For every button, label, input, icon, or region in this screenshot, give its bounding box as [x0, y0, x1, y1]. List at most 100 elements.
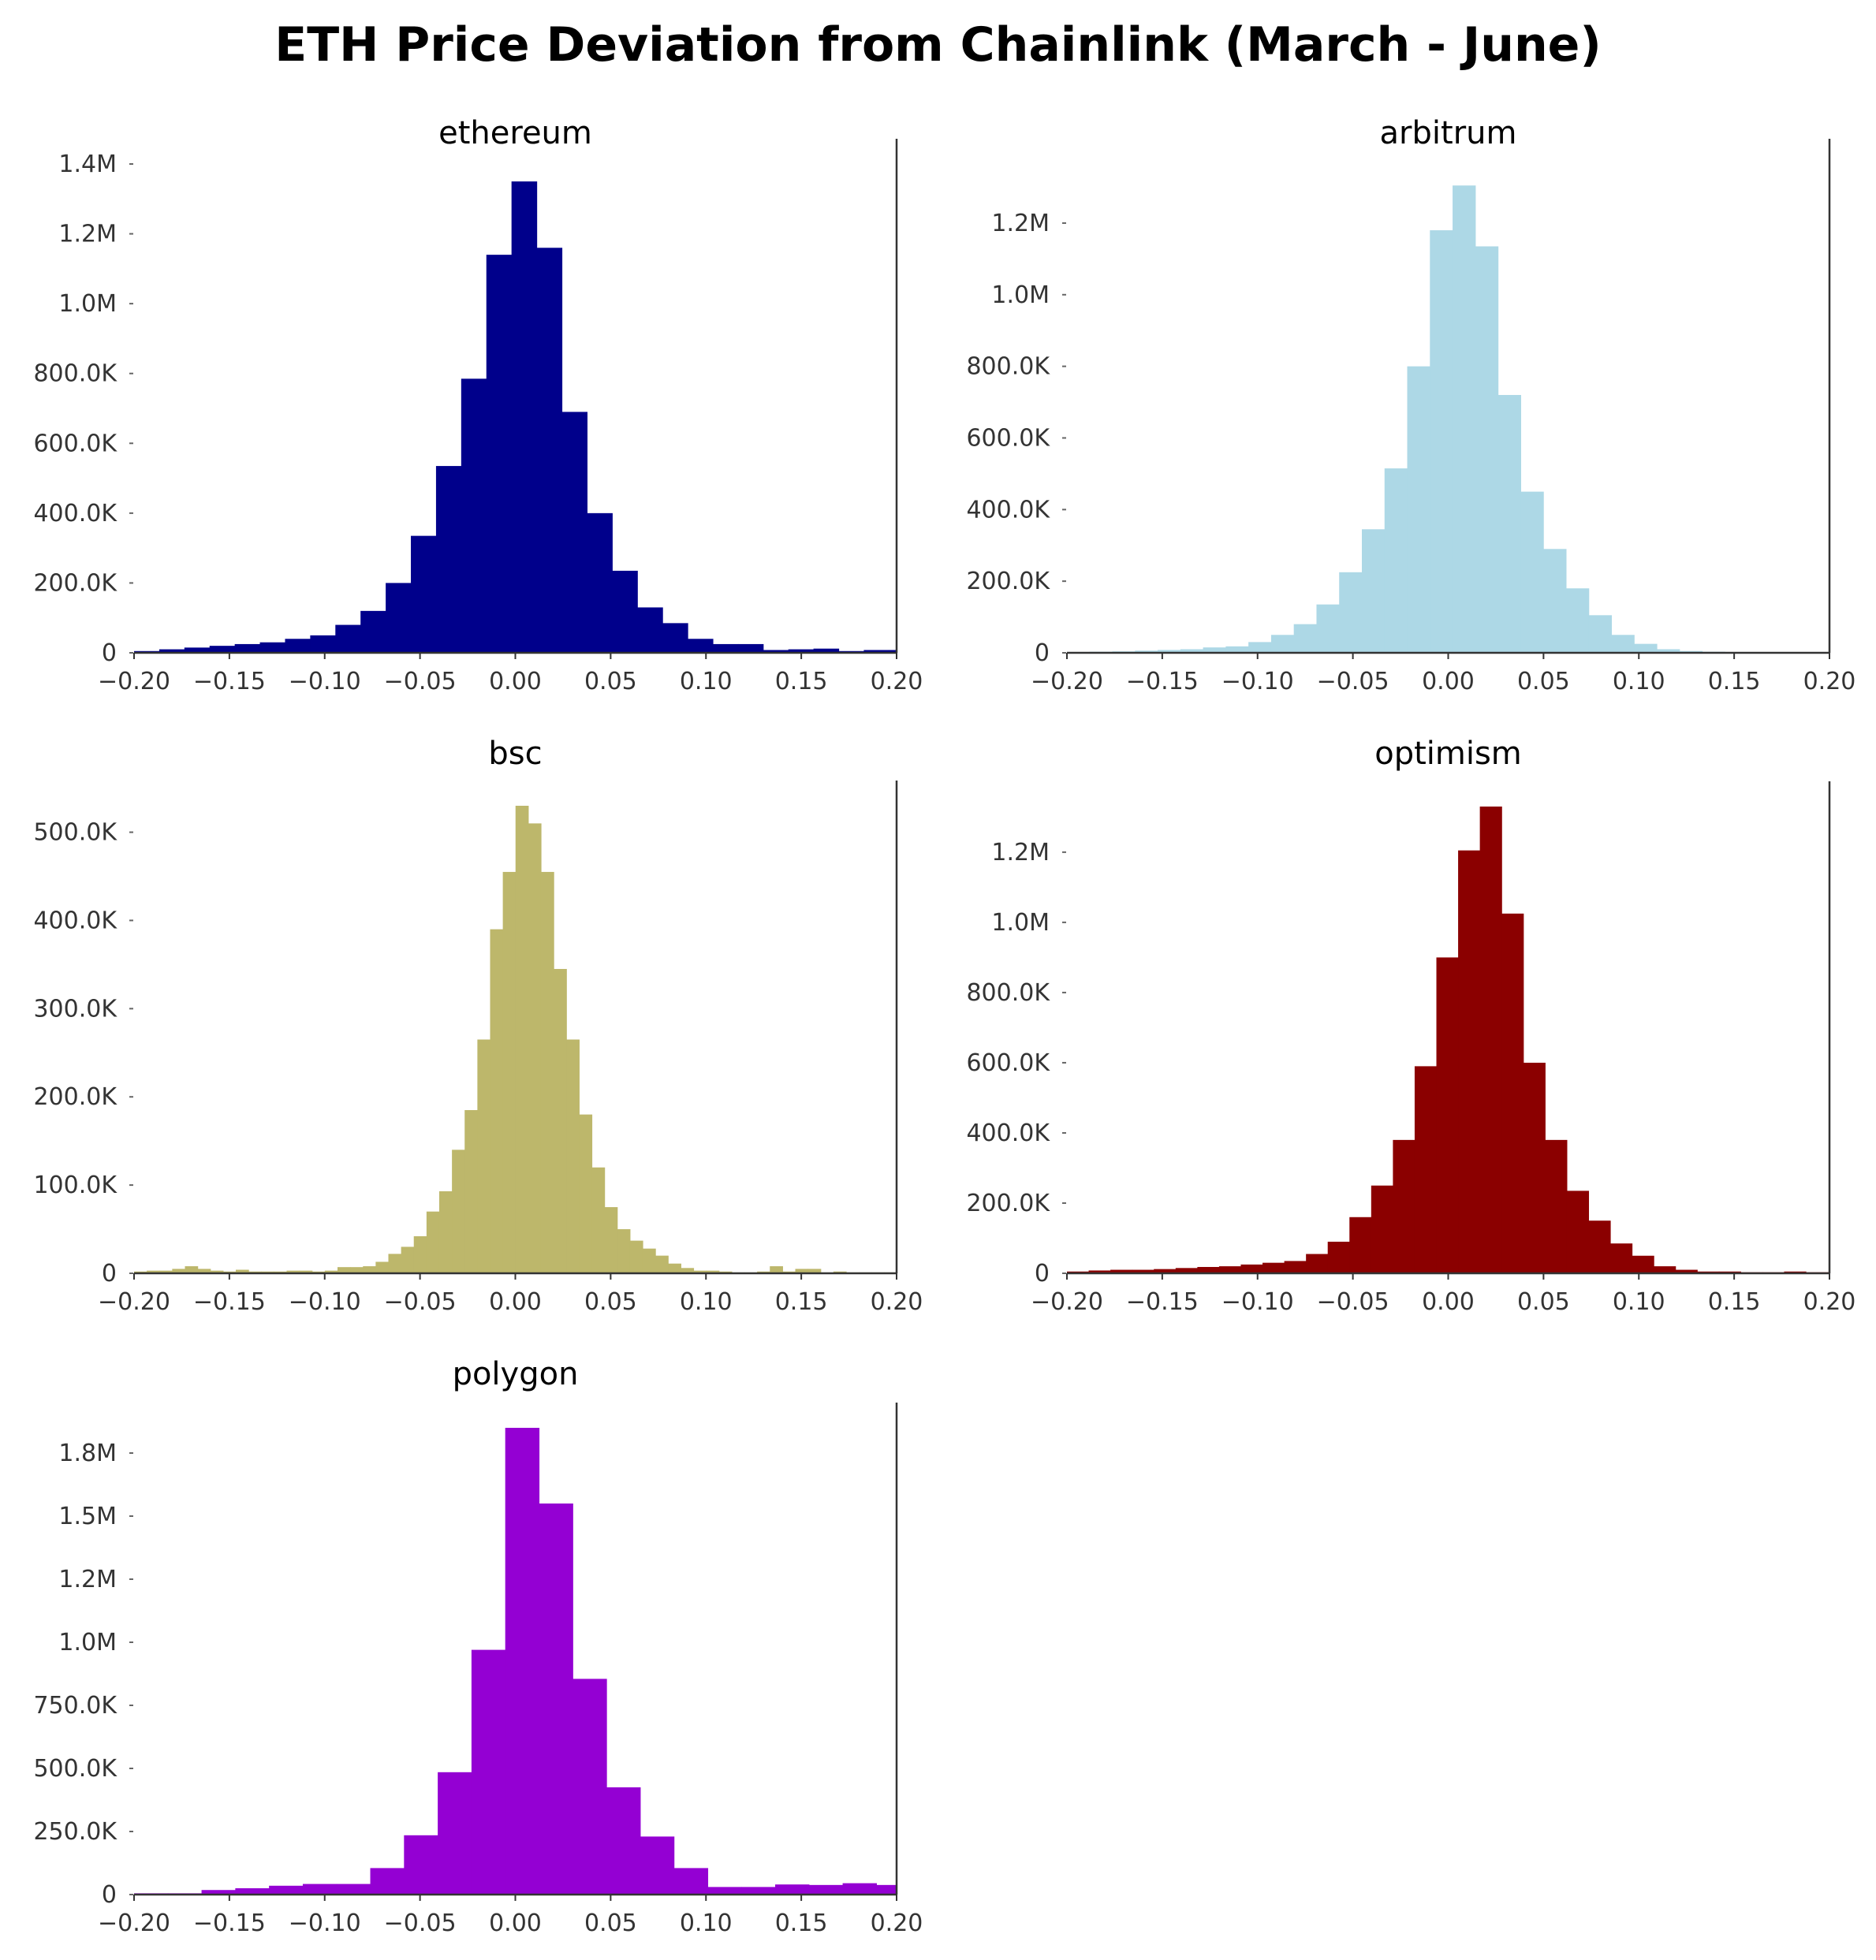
- histogram-bar: [1501, 913, 1524, 1273]
- histogram-bar: [673, 1868, 709, 1895]
- histogram-bar: [1545, 1139, 1568, 1273]
- histogram-bar: [360, 610, 386, 653]
- y-tick-label: 750.0K: [33, 1692, 117, 1720]
- histogram-bar: [763, 650, 789, 653]
- histogram-bar: [1543, 549, 1567, 653]
- histogram-bar: [1361, 529, 1386, 653]
- x-tick-label: −0.05: [384, 668, 457, 695]
- panel-ethereum: −0.20 −0.15 −0.10 −0.05 0.00 0.05 0.10 0.15 0.20…: [33, 115, 923, 695]
- histogram-bar: [197, 1269, 211, 1273]
- histogram-bar: [1248, 642, 1272, 653]
- x-tick-label: 0.00: [489, 1288, 542, 1316]
- y-tick-label: 1.2M: [58, 221, 117, 248]
- histogram-bar: [1132, 1269, 1154, 1273]
- x-tick-label: 0.05: [584, 1910, 637, 1937]
- histogram-bar: [554, 968, 567, 1273]
- histogram-bar: [566, 1039, 580, 1273]
- histogram-bar: [712, 643, 739, 653]
- x-tick-label: 0.15: [775, 1910, 828, 1937]
- y-tick-label: 1.0M: [58, 290, 117, 318]
- x-tick-label: 0.20: [871, 1288, 923, 1316]
- histogram-bar: [370, 1868, 405, 1895]
- histogram-bar: [1293, 624, 1318, 653]
- panel-title: arbitrum: [1380, 115, 1517, 151]
- x-tick-label: 0.10: [680, 1910, 733, 1937]
- histogram-bar: [1158, 650, 1181, 653]
- histogram-bar: [642, 1248, 656, 1273]
- x-tick-label: −0.20: [98, 1910, 170, 1937]
- histogram-bar: [201, 1890, 236, 1895]
- histogram-bar: [210, 1270, 224, 1273]
- histogram-bar: [363, 1266, 376, 1273]
- histogram-bar: [606, 1787, 641, 1895]
- histogram-bar: [876, 1884, 897, 1895]
- histogram-bar: [159, 649, 185, 653]
- histogram-bar: [528, 823, 542, 1273]
- histogram-bar: [1634, 643, 1658, 653]
- panel-arbitrum: −0.20 −0.15 −0.10 −0.05 0.00 0.05 0.10 0.15 0.20…: [966, 115, 1855, 695]
- histogram-bar: [1430, 230, 1453, 653]
- x-tick-label: 0.10: [1613, 668, 1665, 695]
- x-tick-label: −0.05: [1317, 668, 1389, 695]
- histogram-bar: [1414, 1066, 1438, 1273]
- y-tick-label: 600.0K: [966, 1049, 1050, 1077]
- y-tick-label: 400.0K: [966, 496, 1050, 524]
- histogram-bar: [404, 1835, 438, 1895]
- histogram-bar: [438, 1772, 472, 1895]
- histogram-bar: [741, 1887, 776, 1895]
- x-tick-label: 0.00: [489, 1910, 542, 1937]
- y-tick-label: 800.0K: [966, 979, 1050, 1007]
- histogram-bar: [1479, 807, 1502, 1273]
- x-tick-label: −0.15: [193, 668, 266, 695]
- x-tick-label: 0.15: [775, 668, 828, 695]
- panel-title: optimism: [1374, 736, 1522, 772]
- y-tick-label: 1.0M: [991, 909, 1050, 937]
- histogram-bar: [147, 1270, 160, 1273]
- histogram-bar: [1088, 1270, 1111, 1273]
- x-tick-label: −0.15: [1126, 668, 1199, 695]
- histogram-bar: [640, 1836, 675, 1895]
- histogram-bar: [1371, 1185, 1393, 1273]
- histogram-bar: [386, 583, 412, 653]
- histogram-bar: [617, 1229, 631, 1273]
- histogram-bar: [807, 1269, 822, 1273]
- y-tick-label: 0: [102, 639, 117, 667]
- histogram-bar: [1180, 649, 1204, 653]
- histogram-bar: [1458, 850, 1481, 1273]
- histogram-bars: [1067, 185, 1830, 654]
- histogram-bar: [464, 1110, 478, 1273]
- histogram-bars: [134, 1428, 897, 1895]
- histogram-bar: [511, 181, 538, 653]
- histogram-bar: [1609, 1243, 1633, 1273]
- y-tick-label: 600.0K: [33, 430, 117, 457]
- histogram-bar: [688, 639, 714, 653]
- x-tick-label: −0.20: [98, 1288, 170, 1316]
- histogram-bar: [662, 623, 688, 653]
- histogram-bar: [561, 412, 587, 653]
- y-tick-label: 250.0K: [33, 1818, 117, 1846]
- x-tick-label: 0.10: [680, 668, 733, 695]
- histogram-bar: [1240, 1264, 1263, 1273]
- histogram-bar: [655, 1255, 669, 1273]
- histogram-bar: [1339, 572, 1363, 653]
- histogram-bars: [1067, 807, 1830, 1273]
- y-tick-label: 200.0K: [966, 1190, 1050, 1217]
- histogram-bar: [1270, 635, 1295, 653]
- histogram-bar: [706, 1270, 720, 1273]
- histogram-bar: [1197, 1266, 1220, 1273]
- x-tick-label: 0.05: [1517, 1288, 1570, 1316]
- histogram-bar: [579, 1114, 593, 1273]
- y-tick-label: 1.0M: [58, 1629, 117, 1656]
- x-tick-label: 0.20: [871, 668, 923, 695]
- histogram-bar: [572, 1679, 607, 1895]
- histogram-bar: [185, 1266, 199, 1273]
- y-tick-label: 800.0K: [33, 360, 117, 388]
- histogram-bar: [1225, 646, 1249, 653]
- y-tick-label: 0: [1035, 1260, 1050, 1287]
- histogram-bar: [461, 378, 487, 653]
- histogram-bar: [486, 255, 513, 653]
- x-tick-label: 0.00: [1422, 1288, 1475, 1316]
- x-tick-label: −0.20: [98, 668, 170, 695]
- x-tick-label: −0.05: [1317, 1288, 1389, 1316]
- y-tick-label: 1.2M: [58, 1566, 117, 1593]
